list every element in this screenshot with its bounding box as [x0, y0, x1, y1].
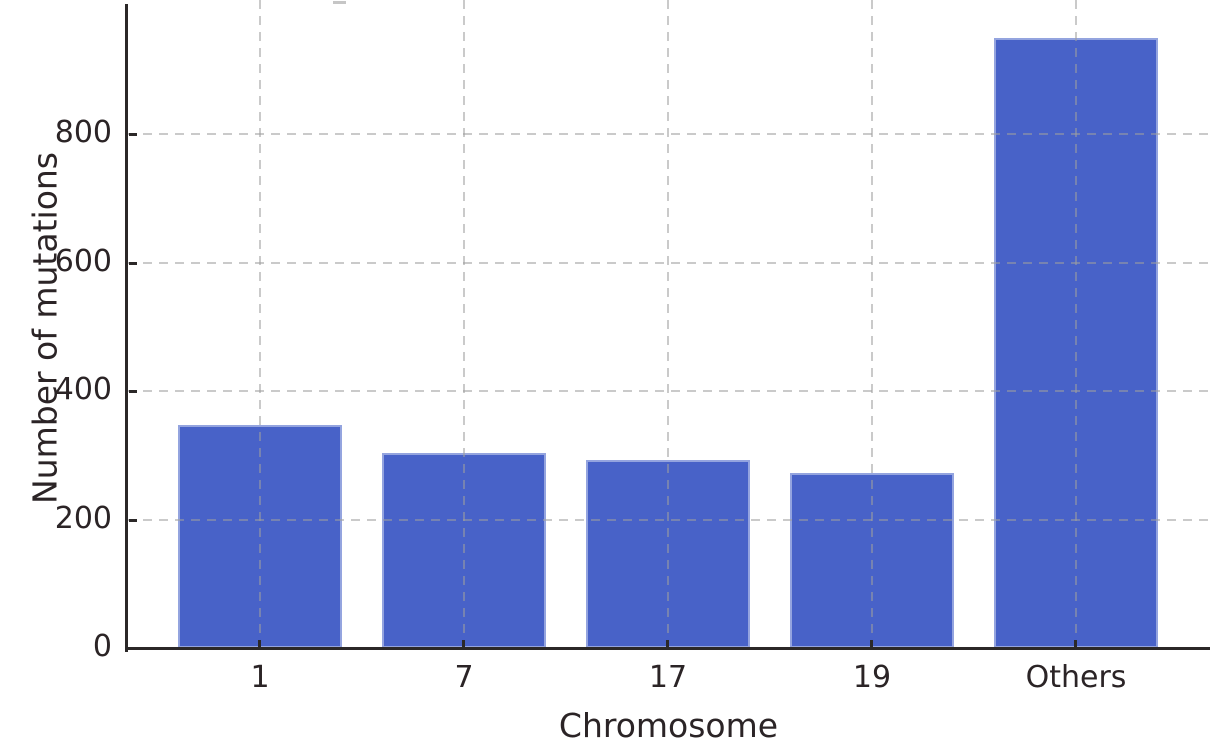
v-gridline-19 — [871, 0, 873, 648]
y-axis-title: Number of mutations — [25, 152, 65, 504]
v-gridline-1 — [259, 0, 261, 648]
h-gridline-800 — [127, 133, 1210, 135]
y-tick-400 — [129, 390, 137, 393]
v-gridline-7 — [463, 0, 465, 648]
x-tick-label-7: 7 — [454, 660, 474, 695]
h-gridline-200 — [127, 519, 1210, 521]
y-tick-800 — [129, 133, 137, 136]
v-gridline-Others — [1075, 0, 1077, 648]
stray-gridline-fragment — [333, 1, 346, 4]
x-tick-17 — [666, 640, 669, 648]
y-tick-label-400: 400 — [54, 372, 112, 407]
y-axis-line — [125, 4, 128, 652]
x-tick-Others — [1074, 640, 1077, 648]
h-gridline-400 — [127, 390, 1210, 392]
x-tick-label-19: 19 — [852, 660, 892, 695]
x-tick-7 — [462, 640, 465, 648]
x-tick-label-17: 17 — [648, 660, 688, 695]
v-gridline-17 — [667, 0, 669, 648]
x-tick-19 — [870, 640, 873, 648]
x-axis-title: Chromosome — [558, 706, 779, 745]
x-tick-1 — [258, 640, 261, 648]
x-tick-label-1: 1 — [250, 660, 270, 695]
y-tick-label-200: 200 — [54, 501, 112, 536]
y-tick-label-800: 800 — [54, 115, 112, 150]
y-tick-600 — [129, 262, 137, 265]
y-tick-label-600: 600 — [54, 244, 112, 279]
y-tick-200 — [129, 519, 137, 522]
x-axis-line — [125, 647, 1210, 650]
y-tick-label-0: 0 — [92, 629, 112, 664]
h-gridline-600 — [127, 262, 1210, 264]
x-tick-label-Others: Others — [1025, 660, 1127, 695]
